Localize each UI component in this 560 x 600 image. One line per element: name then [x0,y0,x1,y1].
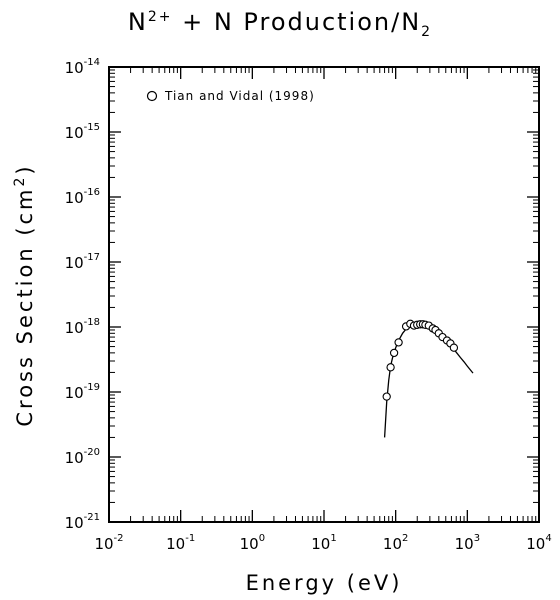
title-base: N [127,8,148,36]
data-point [382,392,391,401]
data-point [449,343,459,352]
minor-ticks [109,67,539,522]
y-tick-label: 10-17 [65,252,100,272]
data-point [386,363,395,372]
x-tick-label: 103 [455,533,480,553]
data-point [389,348,399,358]
y-tick-label: 10-19 [65,382,100,402]
legend-marker [146,90,158,102]
y-tick-label: 10-14 [65,57,100,77]
x-tick-label: 100 [240,533,265,553]
y-tick-label: 10-21 [65,512,100,532]
y-axis-label-text: Cross Section (cm [13,186,37,426]
x-tick-label: 102 [383,533,408,553]
legend: Tian and Vidal (1998) [146,89,315,103]
y-tick-label: 10-16 [65,187,100,207]
title-subscript: 2 [421,23,433,40]
title-superscript: 2+ [147,9,173,25]
y-axis-label-superscript: 2 [12,175,28,187]
y-axis-label: Cross Section (cm2) [12,163,37,426]
chart-title: N2+ + N Production/N2 [0,8,560,40]
legend-label: Tian and Vidal (1998) [164,89,315,103]
y-tick-label: 10-15 [65,122,100,142]
data-point [394,338,403,347]
y-tick-label: 10-18 [65,317,100,337]
x-tick-label: 10-2 [94,533,123,553]
y-tick-label: 10-20 [65,447,100,467]
plot-frame [108,66,540,523]
x-tick-label: 101 [311,533,336,553]
x-tick-labels: 10-2 10-1 100 101 102 103 104 [94,533,551,553]
y-tick-labels: 10-21 10-20 10-19 10-18 10-17 10-16 10-15 10-14 [65,57,100,532]
data-points [382,319,459,401]
major-ticks [108,66,540,523]
x-axis-label: Energy (eV) [246,571,403,595]
x-tick-label: 104 [526,533,551,553]
x-tick-label: 10-1 [166,533,195,553]
title-middle: + N Production/N [172,8,422,36]
y-axis-label-end: ) [13,163,37,174]
